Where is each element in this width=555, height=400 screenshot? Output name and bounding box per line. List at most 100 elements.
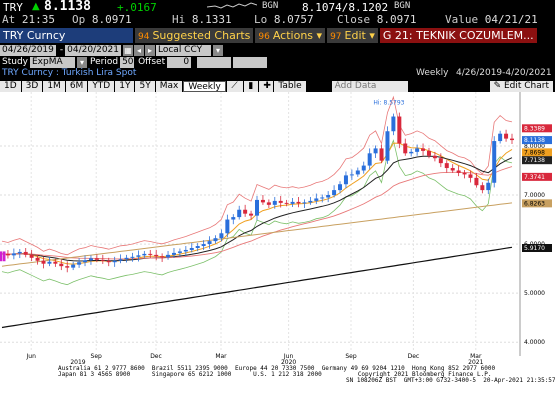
candle-body xyxy=(118,259,123,261)
frequency-select[interactable]: Weekly ▾ xyxy=(183,80,227,103)
date-range-label: 4/26/2019-4/20/2021 xyxy=(456,68,552,78)
value-badge-label: 5.9170 xyxy=(524,245,545,252)
candle-body xyxy=(468,174,473,178)
upper-band-line xyxy=(1,95,513,256)
candle-body xyxy=(421,148,426,151)
candle-body xyxy=(83,260,88,263)
candle-body xyxy=(320,197,325,199)
candle-body xyxy=(314,198,319,201)
chart-canvas[interactable]: 8.00007.00006.00005.00004.00008.33898.11… xyxy=(0,92,555,364)
candle-body xyxy=(142,253,147,256)
footer-contacts-1: Australia 61 2 9777 8600 Brazil 5511 239… xyxy=(58,365,496,372)
candle-body xyxy=(124,257,129,260)
candle-body xyxy=(444,163,449,169)
candle-body xyxy=(77,262,82,265)
y-tick-label: 5.0000 xyxy=(524,290,545,297)
settings-icon[interactable]: ✚ xyxy=(259,80,274,92)
copyright-footer: Australia 61 2 9777 8600 Brazil 5511 239… xyxy=(0,364,555,400)
prev-icon[interactable]: ◂ xyxy=(134,44,144,56)
security-title[interactable]: TRY Curncy xyxy=(0,27,133,43)
x-tick-label: Sep xyxy=(91,353,103,360)
study-blank-field-2[interactable] xyxy=(233,56,268,68)
table-button[interactable]: Table xyxy=(274,80,306,92)
candle-body xyxy=(255,199,259,216)
ema-long-line xyxy=(1,202,513,267)
footer-contacts-2: Japan 81 3 4565 8900 Singapore 65 6212 1… xyxy=(58,371,492,378)
bar-chart-icon[interactable]: ▮ xyxy=(244,80,259,92)
x-tick-label: Mar xyxy=(470,353,482,360)
candle-body xyxy=(183,249,188,252)
next-icon[interactable]: ▸ xyxy=(145,44,155,56)
x-year-label: 2021 xyxy=(468,359,483,364)
candle-body xyxy=(5,253,10,256)
candle-body xyxy=(367,153,372,166)
range-5y[interactable]: 5Y xyxy=(135,80,155,92)
y-axis: 8.00007.00006.00005.00004.00008.33898.11… xyxy=(522,124,552,346)
x-tick-label: Dec xyxy=(408,353,420,360)
candle-body xyxy=(195,246,200,248)
candle-body xyxy=(112,260,117,263)
value-badge-label: 6.8263 xyxy=(524,200,545,207)
end-date-input[interactable]: 04/20/2021 xyxy=(65,44,121,56)
range-1d[interactable]: 1D xyxy=(0,80,21,92)
add-data-input[interactable]: Add Data xyxy=(331,80,408,92)
y-tick-label: 8.0000 xyxy=(524,143,545,150)
price-chart[interactable]: 8.00007.00006.00005.00004.00008.33898.11… xyxy=(0,92,555,400)
currency-select[interactable]: Local CCY xyxy=(156,44,211,56)
value-badge-label: 8.3389 xyxy=(524,125,545,132)
candle-body xyxy=(94,258,99,260)
range-1m[interactable]: 1M xyxy=(43,80,65,92)
candle-body xyxy=(65,266,70,268)
candle-body xyxy=(249,213,254,216)
actions-button[interactable]: 96 Actions ▾ xyxy=(255,27,326,43)
range-3d[interactable]: 3D xyxy=(21,80,43,92)
range-6m[interactable]: 6M xyxy=(65,80,88,92)
candle-body xyxy=(432,155,437,159)
candle-body xyxy=(0,251,3,262)
candle-body xyxy=(486,182,491,191)
candle-body xyxy=(35,257,40,261)
ema-200-line xyxy=(1,246,513,329)
edit-button[interactable]: 97 Edit ▾ xyxy=(327,27,378,43)
hi-annotation: Hi: 8.5793 xyxy=(373,99,404,106)
candle-body xyxy=(462,172,467,175)
grid xyxy=(0,92,521,356)
edit-chart-button[interactable]: ✎ Edit Chart xyxy=(489,80,553,92)
value-badge-label: 7.7138 xyxy=(524,157,545,164)
value-badge xyxy=(522,136,552,145)
study-chevron-icon[interactable]: ▾ xyxy=(77,56,87,68)
candle-body xyxy=(504,133,509,139)
candle-body xyxy=(397,116,402,144)
candle-body xyxy=(213,238,218,242)
value-badge xyxy=(522,244,552,252)
chevron-down-icon[interactable]: ▾ xyxy=(213,44,223,56)
candle-body xyxy=(106,260,111,263)
study-blank-field[interactable] xyxy=(197,56,232,68)
study-select[interactable]: ExpMA xyxy=(30,56,75,68)
range-max[interactable]: Max xyxy=(155,80,183,92)
calendar-icon[interactable]: ▦ xyxy=(123,44,133,56)
candle-body xyxy=(391,116,396,132)
quote-bar: TRY ▲ 8.1138 +.0167 BGN 8.1074/8.1202 BG… xyxy=(0,0,555,26)
candle-body xyxy=(373,148,378,154)
offset-input[interactable]: 0 xyxy=(167,56,192,68)
candle-body xyxy=(290,201,295,204)
range-1y[interactable]: 1Y xyxy=(115,80,135,92)
suggested-charts-button[interactable]: 94 Suggested Charts xyxy=(135,27,254,43)
candle-body xyxy=(231,217,236,220)
value-badge-label: 7.8698 xyxy=(524,149,545,156)
candle-body xyxy=(29,254,34,258)
info-bar: TRY Curncy : Turkish Lira Spot Weekly 4/… xyxy=(0,68,555,79)
value-badge xyxy=(522,156,552,165)
start-date-input[interactable]: 04/26/2019 xyxy=(0,44,56,56)
candle-body xyxy=(59,263,64,267)
value-badge xyxy=(522,148,552,157)
value-badge xyxy=(522,199,552,208)
value-badge-label: 7.3741 xyxy=(524,174,545,181)
low-label: Lo 8.0757 xyxy=(254,13,314,26)
news-headline-button[interactable]: G 21: TEKNIK COZUMLEM... xyxy=(379,27,537,43)
range-ytd[interactable]: YTD xyxy=(88,80,115,92)
period-input[interactable]: 50 xyxy=(120,56,135,68)
candles xyxy=(0,112,514,273)
line-chart-icon[interactable]: ⟋ xyxy=(227,80,244,92)
